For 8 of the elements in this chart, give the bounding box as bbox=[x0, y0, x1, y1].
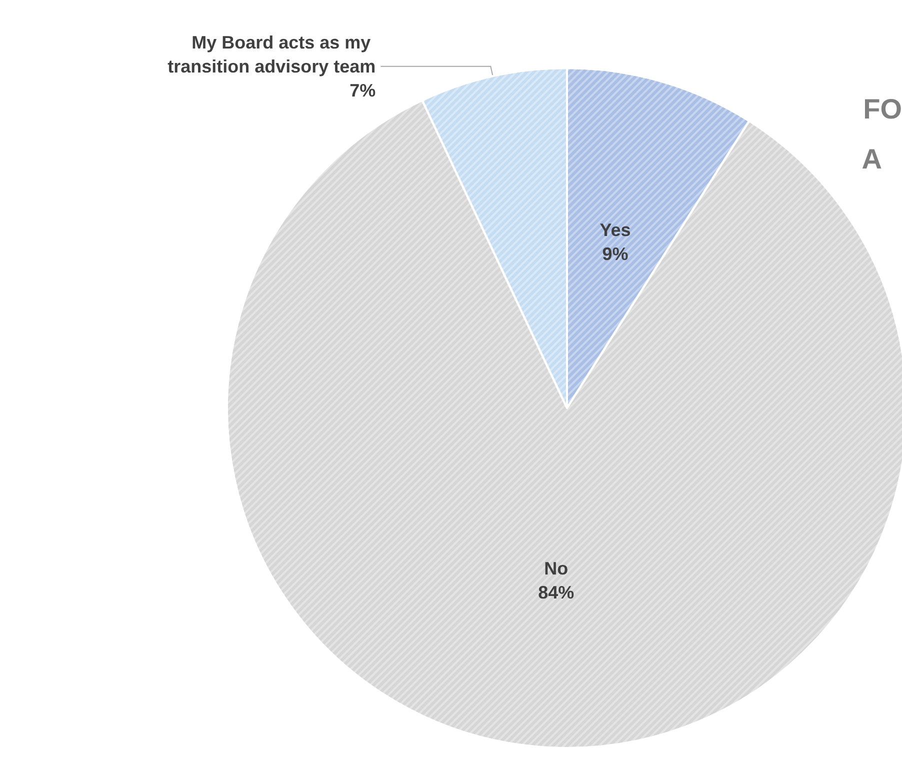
slice-label: My Board acts as my transition advisory team bbox=[168, 32, 376, 76]
data-label: 7% bbox=[350, 80, 376, 100]
slice-label: Yes bbox=[600, 220, 631, 240]
data-label: 9% bbox=[602, 244, 628, 264]
slice-label: No bbox=[544, 558, 568, 579]
text: FO bbox=[863, 94, 902, 124]
text: A bbox=[862, 144, 882, 174]
data-label: 84% bbox=[538, 582, 574, 603]
